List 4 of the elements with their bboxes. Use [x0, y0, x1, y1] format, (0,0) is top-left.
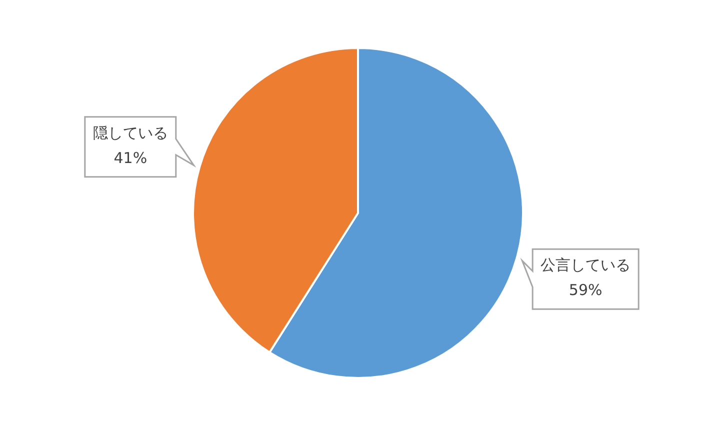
data-label: 59%	[568, 281, 602, 300]
data-label: 41%	[114, 148, 148, 167]
slice-label: 隠している	[92, 124, 168, 142]
slice-label: 公言している	[540, 256, 631, 274]
